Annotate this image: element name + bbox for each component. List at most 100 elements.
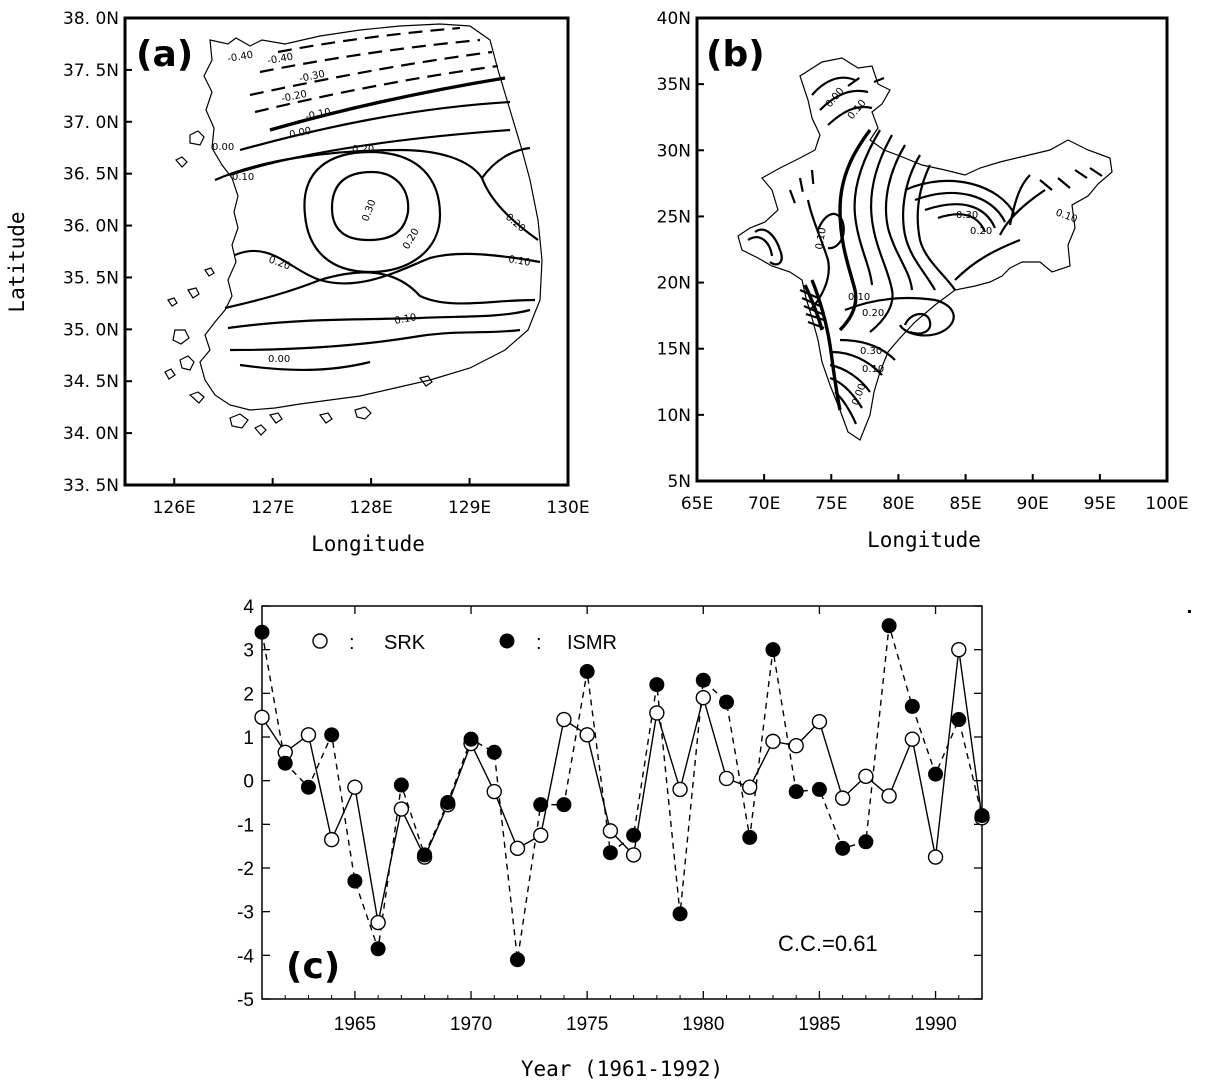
panel-c-xlabel: Year (1961-1992) bbox=[521, 1057, 723, 1081]
data-point-ismr bbox=[254, 624, 270, 640]
x-tick-label: 1975 bbox=[566, 1014, 608, 1035]
contour-label: -0.40 bbox=[227, 50, 254, 65]
x-tick-label: 80E bbox=[882, 494, 914, 514]
panel-b-frame bbox=[695, 16, 1169, 483]
data-point-ismr bbox=[649, 677, 665, 693]
y-tick-label: -1 bbox=[237, 815, 254, 836]
data-point-ismr bbox=[811, 781, 827, 797]
contour-label: 0.30 bbox=[956, 210, 978, 221]
y-tick-label: -4 bbox=[237, 946, 254, 967]
data-point-ismr bbox=[602, 845, 618, 861]
x-tick-label: 70E bbox=[748, 494, 780, 514]
data-point-ismr bbox=[835, 840, 851, 856]
x-tick-label: 128E bbox=[350, 498, 393, 518]
y-tick-label: 15N bbox=[657, 340, 691, 360]
y-tick-label: -2 bbox=[237, 859, 254, 880]
panel-b-xlabel: Longitude bbox=[867, 528, 981, 552]
x-tick-label: 1970 bbox=[450, 1014, 492, 1035]
contour-label: -0.30 bbox=[298, 69, 326, 85]
panel-a-xlabel: Longitude bbox=[311, 532, 425, 556]
panel-b-coastline bbox=[737, 57, 1113, 441]
contour-label: 0.00 bbox=[212, 142, 234, 153]
data-point-ismr bbox=[556, 797, 572, 813]
panel-c-frame bbox=[261, 605, 983, 1000]
data-point-srk bbox=[881, 788, 897, 804]
panel-c-lines bbox=[261, 625, 983, 960]
panel-a-label: (a) bbox=[136, 34, 193, 75]
series-line-srk bbox=[261, 649, 983, 923]
data-point-ismr bbox=[300, 779, 316, 795]
data-point-srk bbox=[347, 779, 363, 795]
data-point-ismr bbox=[695, 672, 711, 688]
data-point-ismr bbox=[719, 694, 735, 710]
legend-ismr-marker bbox=[499, 633, 515, 649]
data-point-srk bbox=[509, 840, 526, 857]
contour-label: 0.10 bbox=[814, 227, 829, 251]
contour-label: 0.10 bbox=[848, 292, 870, 303]
data-point-ismr bbox=[626, 827, 642, 843]
data-point-ismr bbox=[765, 642, 781, 658]
contour-label: -0.10 bbox=[304, 107, 332, 123]
y-tick-label: 25N bbox=[657, 207, 691, 227]
data-point-ismr bbox=[904, 698, 920, 714]
panel-a-frame bbox=[123, 16, 570, 487]
x-tick-label: 95E bbox=[1084, 494, 1116, 514]
contour-label: 0.10 bbox=[232, 172, 254, 183]
data-point-ismr bbox=[393, 777, 409, 793]
panel-b-dense-contours bbox=[799, 288, 825, 330]
y-tick-label: 34. 0N bbox=[63, 424, 119, 444]
contour-label: 0.00 bbox=[288, 126, 312, 141]
y-tick-label: 33. 5N bbox=[63, 476, 119, 496]
y-tick-label: -5 bbox=[237, 990, 254, 1011]
contour-label: 0.00 bbox=[824, 86, 847, 110]
legend-srk-marker bbox=[312, 633, 328, 649]
contour-label: 0.20 bbox=[503, 212, 527, 235]
data-point-srk bbox=[556, 711, 572, 728]
contour-label: 0.10 bbox=[862, 364, 884, 375]
panel-c-time-series: 1965 1970 1975 1980 1985 1990 -5 -4 -3 -2 -1 0 1 2 3 4… bbox=[237, 597, 990, 1081]
y-tick-label: 37. 0N bbox=[63, 113, 119, 133]
data-point-srk bbox=[579, 727, 595, 743]
contour-label: 0.30 bbox=[360, 198, 378, 223]
panel-b-y-axis: 5N 10N 15N 20N 25N 30N 35N 40N bbox=[657, 9, 704, 492]
data-point-ismr bbox=[440, 795, 456, 810]
y-tick-label: 34. 5N bbox=[63, 372, 119, 392]
x-tick-label: 90E bbox=[1017, 494, 1049, 514]
contour-label: 0.20 bbox=[352, 144, 374, 155]
series-line-ismr bbox=[261, 625, 983, 960]
y-tick-label: 35. 0N bbox=[63, 320, 119, 340]
contour-label: 0.00 bbox=[268, 354, 290, 365]
contour-label: 0.10 bbox=[846, 98, 869, 122]
data-point-ismr bbox=[509, 952, 525, 968]
stray-dot bbox=[1188, 610, 1191, 613]
panel-a-negative-contours bbox=[249, 26, 499, 114]
contour-label: 0.00 bbox=[850, 382, 868, 407]
legend-srk-sep: : bbox=[349, 632, 355, 654]
x-tick-label: 85E bbox=[949, 494, 981, 514]
x-tick-label: 129E bbox=[448, 498, 491, 518]
panel-b-label: (b) bbox=[706, 34, 765, 75]
legend-ismr-sep: : bbox=[536, 632, 542, 654]
panel-c-y-axis: -5 -4 -3 -2 -1 0 1 2 3 4 bbox=[237, 597, 982, 1011]
data-point-srk bbox=[742, 779, 758, 795]
y-tick-label: 36. 0N bbox=[63, 217, 119, 237]
panel-a-y-axis: 33. 5N 34. 0N 34. 5N 35. 0N 35. 5N 36. 0N 36. … bbox=[63, 9, 132, 496]
data-point-srk bbox=[951, 641, 967, 658]
panel-c-legend: : SRK : ISMR bbox=[312, 632, 617, 654]
y-tick-label: 1 bbox=[243, 728, 254, 749]
x-tick-label: 100E bbox=[1145, 494, 1188, 514]
contour-label: 0.20 bbox=[267, 254, 292, 272]
data-point-srk bbox=[718, 770, 735, 787]
contour-label: 0.20 bbox=[970, 226, 992, 237]
data-point-srk bbox=[788, 738, 804, 754]
panel-b-india-map: 0.00 0.10 0.30 0.20 0.10 0.10 0.10 0.20 … bbox=[657, 9, 1189, 552]
data-point-ismr bbox=[463, 731, 479, 747]
panel-b-contour-labels: 0.00 0.10 0.30 0.20 0.10 0.10 0.10 0.20 … bbox=[814, 86, 1079, 407]
y-tick-label: 3 bbox=[243, 641, 254, 662]
x-tick-label: 127E bbox=[251, 498, 294, 518]
contour-label: 0.10 bbox=[394, 312, 418, 327]
data-point-ismr bbox=[742, 829, 758, 845]
data-point-ismr bbox=[579, 664, 595, 679]
data-point-ismr bbox=[324, 727, 340, 743]
contour-label: 0.30 bbox=[860, 346, 882, 357]
